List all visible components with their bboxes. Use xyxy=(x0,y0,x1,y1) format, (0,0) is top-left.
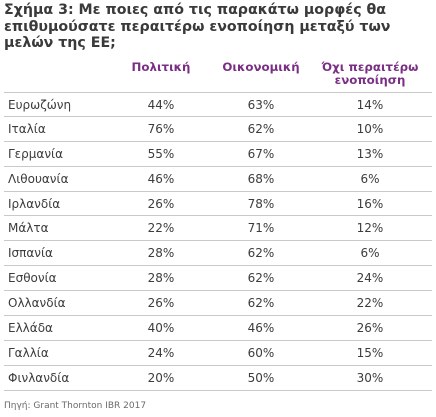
country-cell: Φινλανδία xyxy=(8,370,70,385)
oikonomiki-cell: 62% xyxy=(247,246,275,261)
column-header-politiki: Πολιτική xyxy=(131,60,191,74)
oikonomiki-cell: 63% xyxy=(247,98,275,112)
country-cell: Ευρωζώνη xyxy=(8,98,72,112)
column-header-oxi-enopoiisi: Όχι περαιτέρω ενοποίηση xyxy=(318,61,422,87)
table-row: Εσθονία 28% 62% 24% xyxy=(4,266,432,292)
politiki-cell: 55% xyxy=(147,146,175,161)
figure-title-line-3: μελών της ΕΕ; xyxy=(4,35,116,51)
politiki-cell: 76% xyxy=(147,121,175,136)
oxi-enopoiisi-cell: 16% xyxy=(356,196,384,211)
country-cell: Ολλανδία xyxy=(8,296,66,311)
politiki-cell: 44% xyxy=(147,98,175,112)
politiki-cell: 20% xyxy=(147,370,175,385)
politiki-cell: 24% xyxy=(147,345,175,360)
column-header-oxi-line-2: ενοποίηση xyxy=(334,73,406,87)
politiki-cell: 28% xyxy=(147,271,175,286)
table-row: Ιρλανδία 26% 78% 16% xyxy=(4,192,432,217)
table-row: Φινλανδία 20% 50% 30% xyxy=(4,366,432,391)
country-cell: Ιρλανδία xyxy=(8,196,61,211)
politiki-cell: 26% xyxy=(147,196,175,211)
country-cell: Ιταλία xyxy=(8,121,46,136)
oxi-enopoiisi-cell: 30% xyxy=(356,370,384,385)
data-table: Ευρωζώνη 44% 63% 14% Ιταλία 76% 62% 10% Γερμανία… xyxy=(4,92,432,391)
country-cell: Λιθουανία xyxy=(8,171,69,186)
oikonomiki-cell: 62% xyxy=(247,271,275,286)
oxi-enopoiisi-cell: 22% xyxy=(356,296,384,311)
country-cell: Εσθονία xyxy=(8,271,57,286)
country-cell: Γερμανία xyxy=(8,146,64,161)
table-row: Γαλλία 24% 60% 15% xyxy=(4,341,432,366)
politiki-cell: 28% xyxy=(147,246,175,261)
politiki-cell: 40% xyxy=(147,321,175,336)
table-row: Ευρωζώνη 44% 63% 14% xyxy=(4,92,432,117)
table-row: Λιθουανία 46% 68% 6% xyxy=(4,167,432,192)
oikonomiki-cell: 50% xyxy=(247,370,275,385)
country-cell: Μάλτα xyxy=(8,221,49,236)
table-row: Ολλανδία 26% 62% 22% xyxy=(4,291,432,317)
table-row: Ελλάδα 40% 46% 26% xyxy=(4,316,432,341)
table-row: Ισπανία 28% 62% 6% xyxy=(4,241,432,267)
oxi-enopoiisi-cell: 12% xyxy=(356,221,384,236)
country-cell: Ελλάδα xyxy=(8,321,53,336)
column-header-oikonomiki: Οικονομική xyxy=(222,60,300,74)
oxi-enopoiisi-cell: 24% xyxy=(356,271,384,286)
country-cell: Ισπανία xyxy=(8,246,53,261)
oxi-enopoiisi-cell: 13% xyxy=(356,146,384,161)
oikonomiki-cell: 71% xyxy=(247,221,275,236)
politiki-cell: 22% xyxy=(147,221,175,236)
figure-title-line-1: Σχήμα 3: Με ποιες από τις παρακάτω μορφέ… xyxy=(4,2,387,18)
oikonomiki-cell: 62% xyxy=(247,121,275,136)
oikonomiki-cell: 78% xyxy=(247,196,275,211)
oikonomiki-cell: 46% xyxy=(247,321,275,336)
oxi-enopoiisi-cell: 6% xyxy=(360,246,380,261)
oikonomiki-cell: 62% xyxy=(247,296,275,311)
oxi-enopoiisi-cell: 14% xyxy=(356,98,384,112)
oxi-enopoiisi-cell: 6% xyxy=(360,171,380,186)
oikonomiki-cell: 68% xyxy=(247,171,275,186)
table-row: Γερμανία 55% 67% 13% xyxy=(4,142,432,167)
figure-title: Σχήμα 3: Με ποιες από τις παρακάτω μορφέ… xyxy=(4,2,424,52)
table-row: Μάλτα 22% 71% 12% xyxy=(4,216,432,242)
oikonomiki-cell: 60% xyxy=(247,345,275,360)
politiki-cell: 26% xyxy=(147,296,175,311)
table-row: Ιταλία 76% 62% 10% xyxy=(4,117,432,142)
oxi-enopoiisi-cell: 10% xyxy=(356,121,384,136)
figure-title-line-2: επιθυμούσατε περαιτέρω ενοποίηση μεταξύ … xyxy=(4,18,391,35)
politiki-cell: 46% xyxy=(147,171,175,186)
oikonomiki-cell: 67% xyxy=(247,146,275,161)
country-cell: Γαλλία xyxy=(8,345,49,360)
source-note: Πηγή: Grant Thornton IBR 2017 xyxy=(4,401,147,411)
oxi-enopoiisi-cell: 26% xyxy=(356,321,384,336)
oxi-enopoiisi-cell: 15% xyxy=(356,345,384,360)
column-header-oxi-line-1: Όχι περαιτέρω xyxy=(321,60,419,74)
